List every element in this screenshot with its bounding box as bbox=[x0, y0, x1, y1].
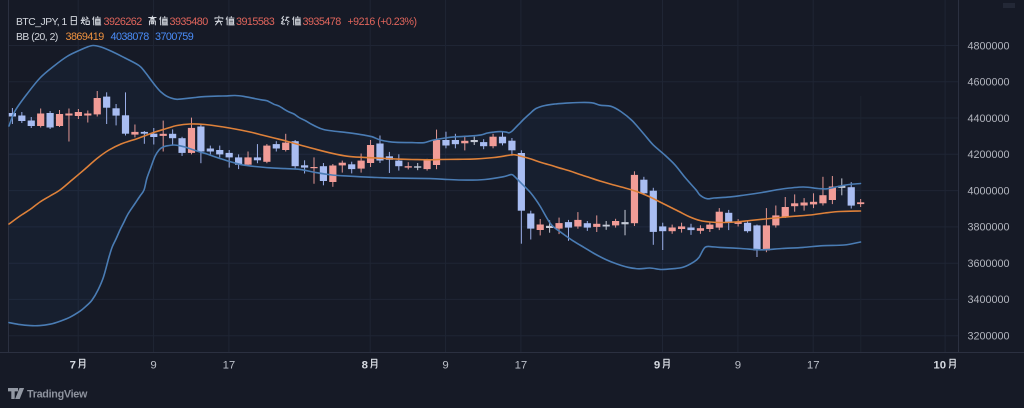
svg-text:3869419: 3869419 bbox=[66, 31, 105, 43]
svg-text:9: 9 bbox=[735, 359, 741, 371]
svg-text:7: 7 bbox=[70, 359, 76, 371]
svg-text:BTC_JPY, 1: BTC_JPY, 1 bbox=[16, 17, 68, 28]
svg-text:3915583: 3915583 bbox=[236, 16, 275, 28]
svg-text:8: 8 bbox=[362, 359, 368, 371]
svg-text:3800000: 3800000 bbox=[968, 222, 1010, 234]
svg-text:3926262: 3926262 bbox=[104, 16, 143, 28]
svg-text:3200000: 3200000 bbox=[968, 331, 1010, 343]
svg-text:+9216 (+0.23%): +9216 (+0.23%) bbox=[348, 16, 417, 28]
svg-text:3700759: 3700759 bbox=[155, 31, 194, 43]
svg-text:10: 10 bbox=[933, 359, 946, 371]
svg-text:4800000: 4800000 bbox=[968, 40, 1010, 52]
svg-text:4600000: 4600000 bbox=[968, 77, 1010, 89]
svg-text:BB (20, 2): BB (20, 2) bbox=[16, 32, 58, 43]
svg-text:4200000: 4200000 bbox=[968, 149, 1010, 161]
svg-text:TradingView: TradingView bbox=[27, 389, 88, 401]
svg-text:3400000: 3400000 bbox=[968, 294, 1010, 306]
svg-text:9: 9 bbox=[654, 359, 660, 371]
svg-text:9: 9 bbox=[442, 359, 448, 371]
svg-text:3935480: 3935480 bbox=[170, 16, 209, 28]
svg-text:4038078: 4038078 bbox=[111, 31, 150, 43]
svg-text:3600000: 3600000 bbox=[968, 258, 1010, 270]
svg-text:17: 17 bbox=[807, 359, 820, 371]
svg-text:17: 17 bbox=[223, 359, 236, 371]
svg-text:3935478: 3935478 bbox=[303, 16, 342, 28]
svg-text:9: 9 bbox=[150, 359, 156, 371]
svg-text:4400000: 4400000 bbox=[968, 113, 1010, 125]
svg-text:17: 17 bbox=[515, 359, 528, 371]
svg-text:4000000: 4000000 bbox=[968, 185, 1010, 197]
